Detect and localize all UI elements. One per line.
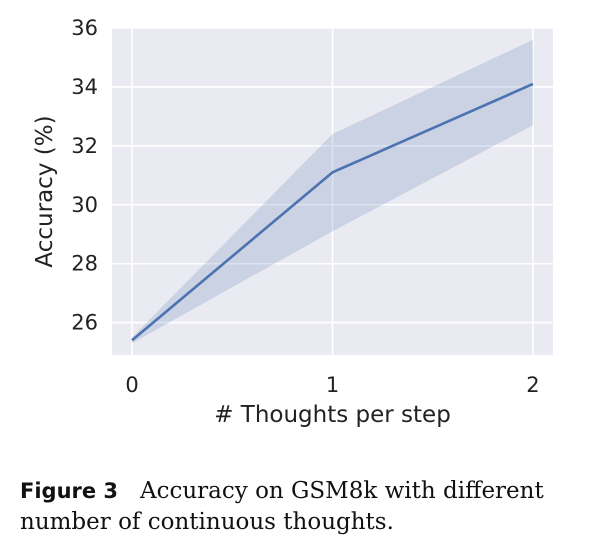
x-tick-label: 2 <box>526 373 539 397</box>
y-tick-labels: 26 28 30 32 34 36 <box>71 16 98 335</box>
chart: 26 28 30 32 34 36 0 1 2 # Thoughts per step Acc… <box>32 16 553 428</box>
confidence-band <box>132 39 533 344</box>
y-tick-label: 30 <box>71 193 98 217</box>
y-tick-label: 26 <box>71 311 98 335</box>
y-tick-label: 36 <box>71 16 98 40</box>
grid-lines <box>112 27 553 355</box>
figure-caption: Figure 3 Accuracy on GSM8k with differen… <box>20 476 580 538</box>
caption-text: Accuracy on GSM8k with different number … <box>20 478 544 535</box>
y-tick-label: 32 <box>71 134 98 158</box>
x-axis-label: # Thoughts per step <box>214 402 451 428</box>
x-tick-labels: 0 1 2 <box>125 373 539 397</box>
y-axis-label: Accuracy (%) <box>32 115 58 267</box>
x-tick-label: 0 <box>125 373 138 397</box>
x-tick-label: 1 <box>326 373 339 397</box>
y-tick-label: 28 <box>71 252 98 276</box>
figure-label: Figure 3 <box>20 479 119 503</box>
series-line <box>131 82 534 342</box>
y-tick-label: 34 <box>71 75 98 99</box>
